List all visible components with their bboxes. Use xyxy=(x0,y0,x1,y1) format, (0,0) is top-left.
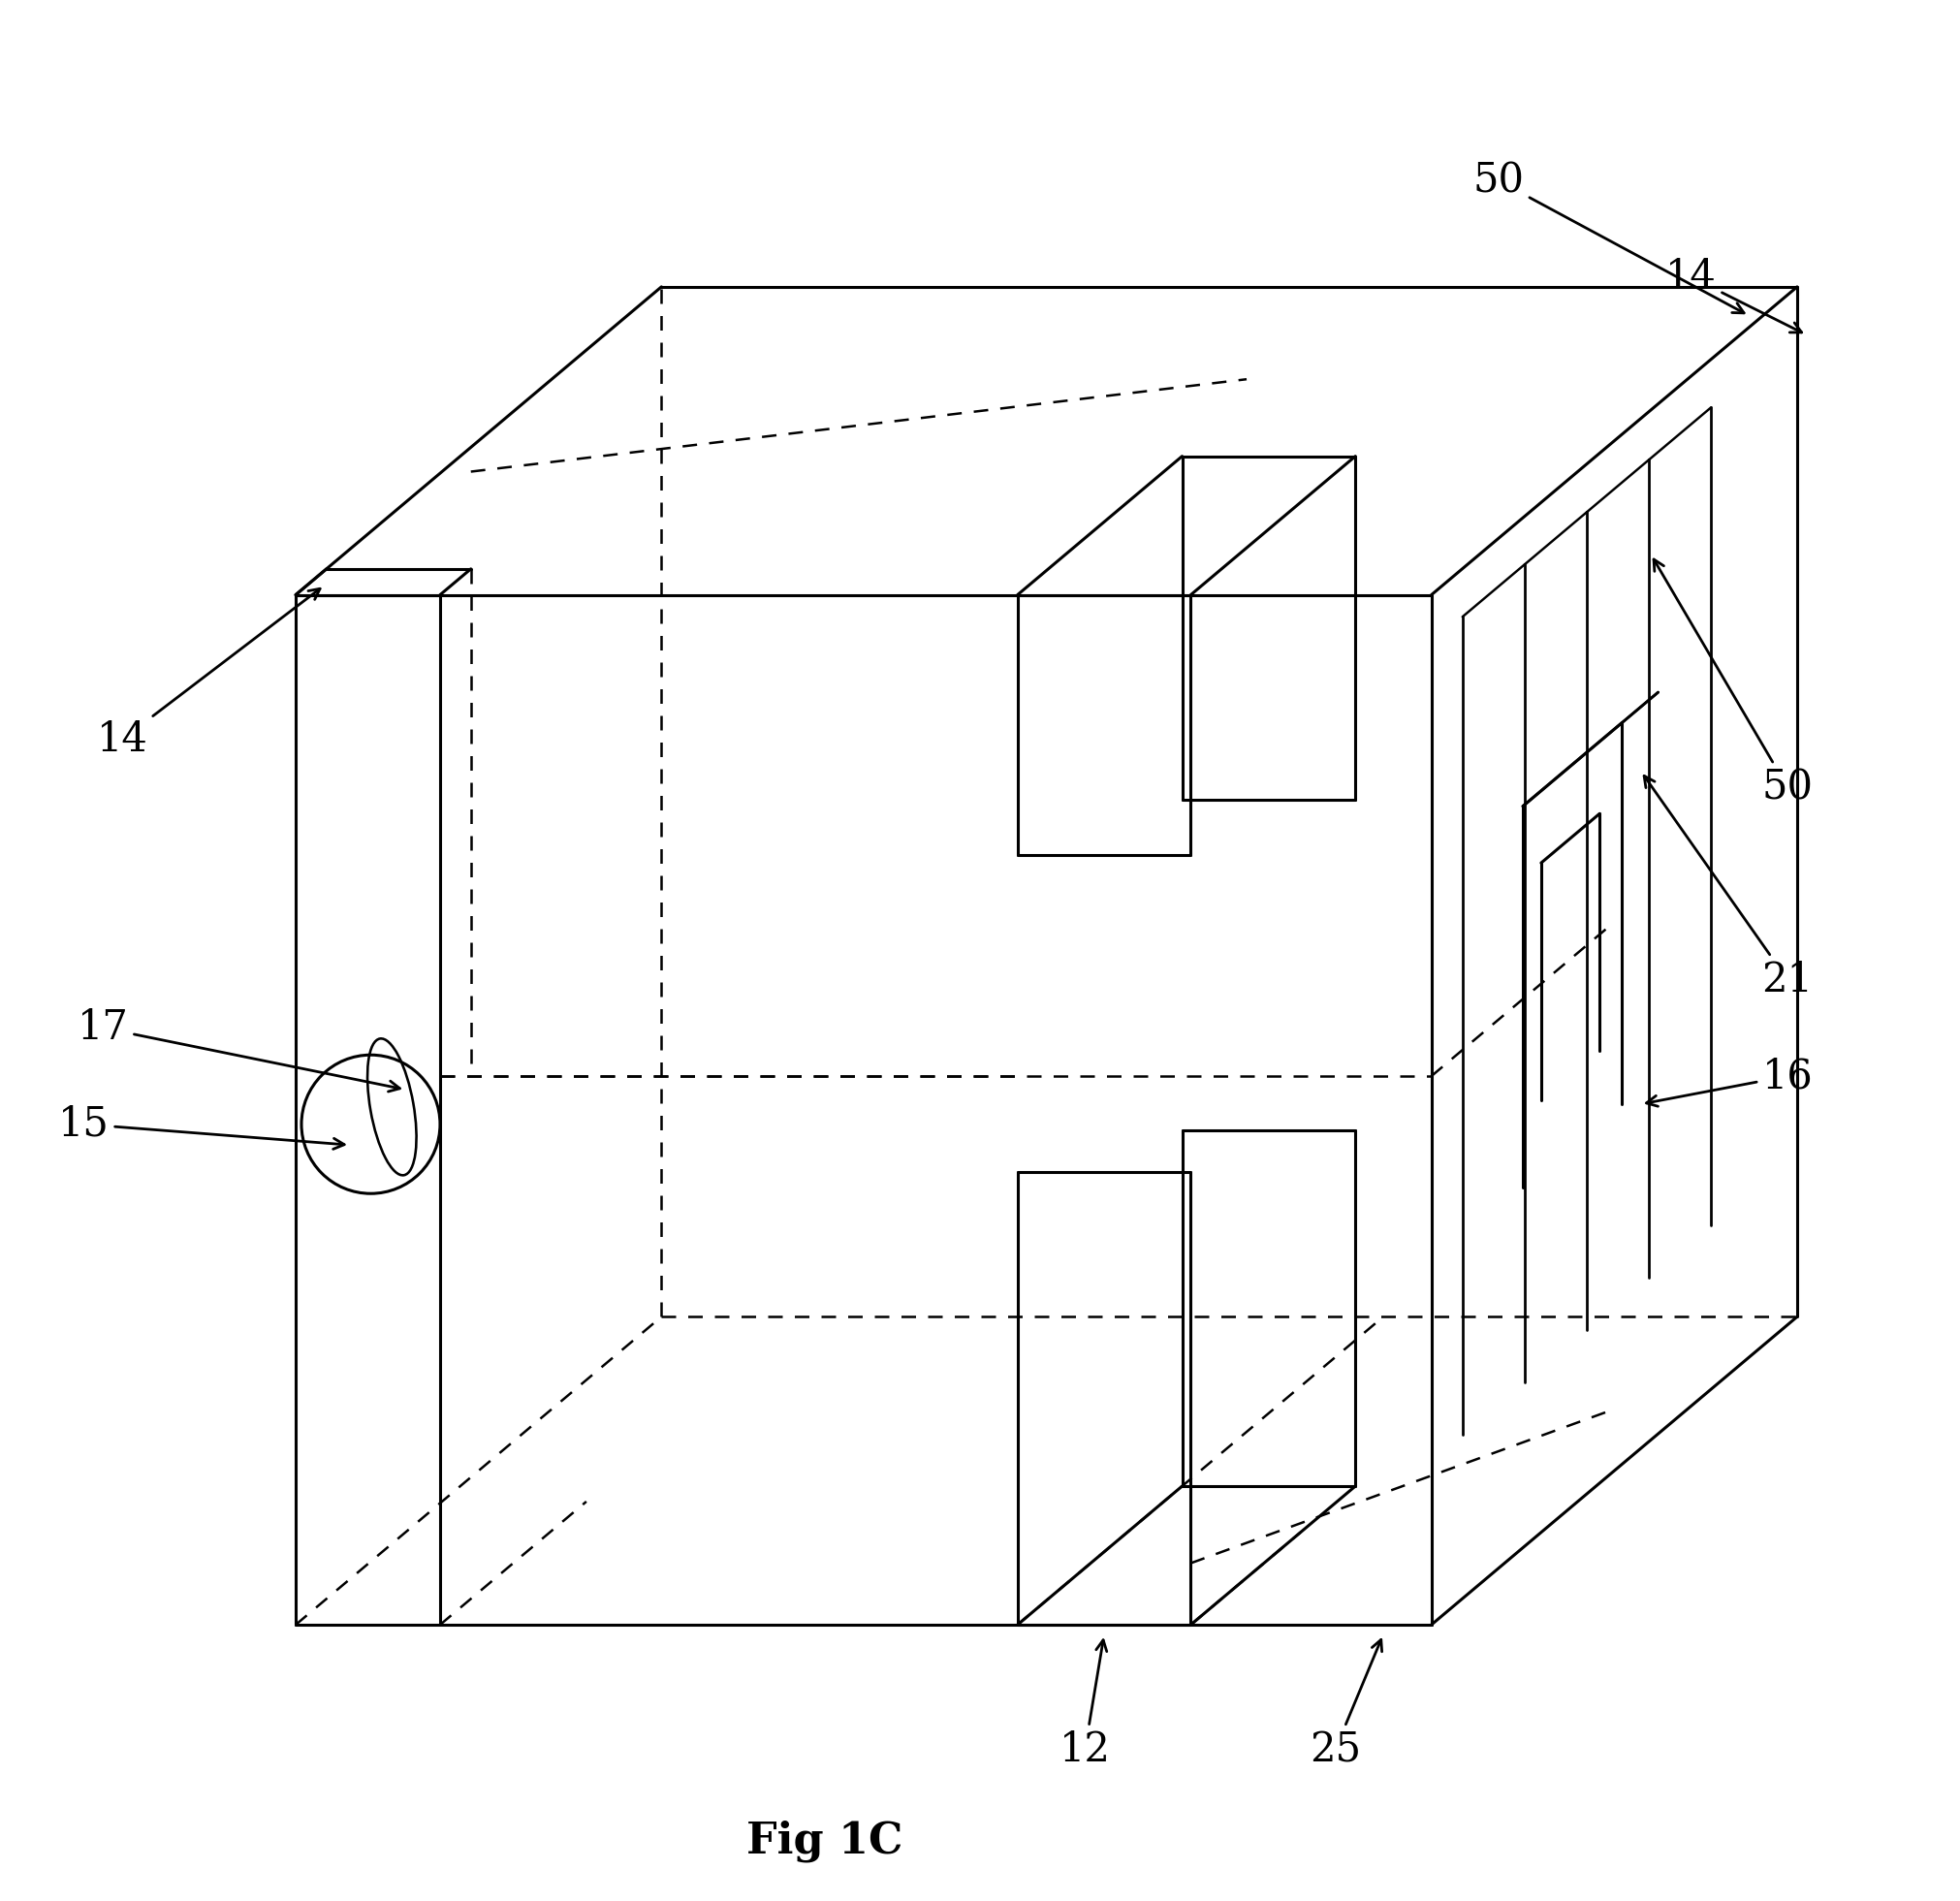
Text: 14: 14 xyxy=(1666,257,1801,333)
Text: 14: 14 xyxy=(96,589,319,760)
Text: 50: 50 xyxy=(1474,160,1744,314)
Text: 21: 21 xyxy=(1644,776,1813,1000)
Text: 50: 50 xyxy=(1654,559,1813,808)
Text: 25: 25 xyxy=(1309,1641,1382,1770)
Text: 15: 15 xyxy=(59,1104,345,1148)
Text: Fig 1C: Fig 1C xyxy=(747,1821,904,1863)
Text: 16: 16 xyxy=(1646,1055,1813,1106)
Text: 17: 17 xyxy=(78,1008,400,1091)
Text: 12: 12 xyxy=(1058,1641,1111,1770)
